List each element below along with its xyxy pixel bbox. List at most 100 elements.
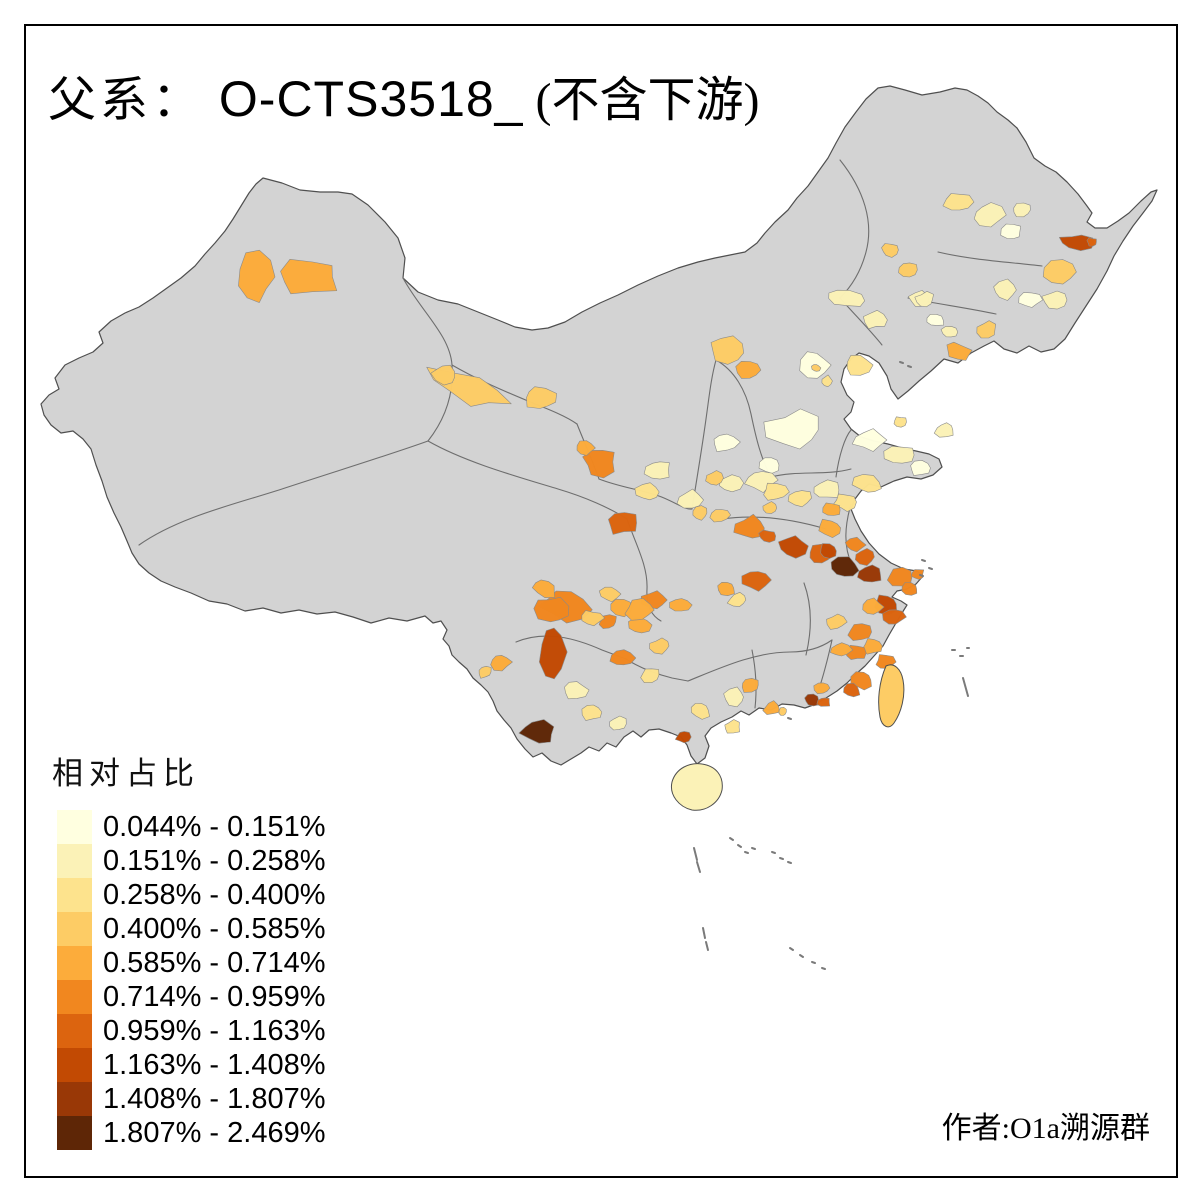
- legend-row: 0.714% - 0.959%: [57, 980, 325, 1014]
- province-border: [835, 429, 852, 478]
- legend-row: 0.959% - 1.163%: [57, 1014, 325, 1048]
- legend-swatch-8: [57, 1048, 92, 1082]
- prefecture-region: [847, 623, 872, 641]
- prefecture-region: [946, 341, 973, 361]
- prefecture-region: [649, 637, 670, 655]
- legend-label: 0.151% - 0.258%: [103, 844, 326, 877]
- frame-border: [24, 24, 1178, 1178]
- prefecture-region: [857, 564, 882, 583]
- prefecture-region: [976, 320, 996, 339]
- prefecture-region: [846, 354, 874, 376]
- island-speck: [899, 361, 904, 364]
- prefecture-region: [692, 505, 708, 521]
- taiwan-island: [878, 664, 905, 728]
- island-speck: [921, 559, 926, 562]
- hainan-island: [670, 763, 723, 811]
- prefecture-region: [862, 638, 883, 655]
- legend-row: 0.151% - 0.258%: [57, 844, 325, 878]
- prefecture-region: [804, 693, 820, 707]
- prefecture-region: [280, 259, 338, 295]
- province-border: [721, 516, 827, 530]
- prefecture-region: [901, 582, 918, 596]
- legend-label: 0.585% - 0.714%: [103, 946, 326, 979]
- island-speck: [744, 851, 749, 854]
- island-speck: [928, 567, 933, 570]
- legend-swatch-5: [57, 946, 92, 980]
- prefecture-region: [855, 548, 875, 566]
- prefecture-region: [830, 642, 854, 657]
- prefecture-region: [821, 374, 833, 387]
- prefecture-region: [640, 668, 660, 683]
- island-speck: [962, 677, 969, 697]
- island-speck: [729, 837, 734, 841]
- legend-row: 0.585% - 0.714%: [57, 946, 325, 980]
- legend-label: 0.959% - 1.163%: [103, 1014, 326, 1047]
- prefecture-region: [713, 433, 741, 452]
- attribution: 作者:O1a溯源群: [941, 1112, 1150, 1145]
- legend: 相对占比 0.044% - 0.151% 0.151% - 0.258% 0.258…: [52, 748, 325, 1150]
- prefecture-region: [532, 579, 555, 598]
- prefecture-region: [862, 597, 885, 615]
- legend-swatch-6: [57, 980, 92, 1014]
- prefecture-region: [430, 364, 455, 386]
- province-border: [691, 359, 717, 510]
- prefecture-region: [741, 678, 759, 693]
- prefecture-region: [1086, 237, 1097, 247]
- prefecture-region: [533, 596, 570, 623]
- prefecture-region: [624, 598, 655, 621]
- legend-label: 1.408% - 1.807%: [103, 1082, 326, 1115]
- page-title: 父系： O-CTS3518_ (不含下游): [48, 60, 759, 130]
- island-speck: [693, 847, 698, 861]
- legend-swatch-3: [57, 878, 92, 912]
- legend-swatch-4: [57, 912, 92, 946]
- legend-label: 1.807% - 2.469%: [103, 1116, 326, 1149]
- prefecture-region: [609, 649, 637, 666]
- prefecture-region: [1000, 223, 1021, 239]
- legend-label: 0.258% - 0.400%: [103, 878, 326, 911]
- prefecture-region: [628, 617, 653, 634]
- prefecture-region: [762, 700, 780, 715]
- prefecture-region: [822, 502, 841, 516]
- prefecture-region: [1041, 290, 1068, 310]
- prefecture-region: [910, 460, 931, 476]
- prefecture-region: [643, 461, 670, 480]
- prefecture-region: [910, 569, 925, 580]
- legend-label: 1.163% - 1.408%: [103, 1048, 326, 1081]
- island-speck: [702, 927, 706, 939]
- prefecture-region: [609, 715, 627, 731]
- prefecture-region: [726, 592, 747, 607]
- prefecture-region: [863, 310, 888, 330]
- prefecture-region: [669, 598, 693, 612]
- island-speck: [787, 861, 792, 864]
- prefecture-region: [478, 666, 492, 679]
- legend-row: 1.163% - 1.408%: [57, 1048, 325, 1082]
- legend-label: 0.044% - 0.151%: [103, 810, 326, 843]
- island-speck: [907, 365, 912, 368]
- island-speck: [789, 947, 794, 951]
- prefecture-region: [735, 361, 762, 379]
- legend-swatch-2: [57, 844, 92, 878]
- prefecture-region: [723, 686, 744, 708]
- prefecture-region: [598, 586, 622, 603]
- province-border: [937, 251, 1043, 267]
- province-border: [515, 635, 627, 660]
- legend-row: 1.408% - 1.807%: [57, 1082, 325, 1116]
- prefecture-region: [816, 697, 830, 707]
- prefecture-region: [608, 512, 637, 535]
- island-speck: [737, 844, 742, 848]
- legend-swatch-10: [57, 1116, 92, 1150]
- legend-rows: 0.044% - 0.151% 0.151% - 0.258% 0.258% - 0…: [57, 810, 325, 1150]
- prefecture-region: [238, 249, 276, 303]
- island-speck: [799, 954, 804, 958]
- prefecture-region: [942, 193, 975, 211]
- legend-row: 0.400% - 0.585%: [57, 912, 325, 946]
- prefecture-region: [813, 682, 831, 695]
- prefecture-region: [820, 543, 837, 559]
- prefecture-region: [526, 386, 557, 409]
- legend-row: 0.044% - 0.151%: [57, 810, 325, 844]
- mainland-outline: [40, 85, 1158, 766]
- prefecture-region: [826, 613, 848, 630]
- prefecture-region: [675, 731, 692, 744]
- island-speck: [696, 861, 701, 873]
